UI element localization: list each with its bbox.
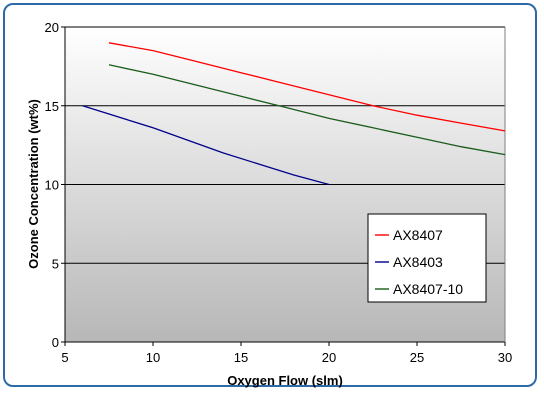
legend-label-ax8407: AX8407 — [393, 227, 443, 243]
y-tick-label-10: 10 — [45, 178, 59, 193]
x-tick-label-20: 20 — [322, 350, 336, 365]
x-axis-title: Oxygen Flow (slm) — [227, 373, 343, 388]
y-axis-title: Ozone Concentration (wt%) — [26, 99, 41, 269]
x-tick-label-25: 25 — [410, 350, 424, 365]
x-tick-label-30: 30 — [498, 350, 512, 365]
y-tick-label-5: 5 — [52, 256, 59, 271]
legend-label-ax8403: AX8403 — [393, 254, 443, 270]
legend-box — [367, 213, 487, 303]
series-lines — [82, 42, 506, 186]
y-tick-label-0: 0 — [52, 335, 59, 350]
y-tick-label-15: 15 — [45, 99, 59, 114]
y-tick-label-20: 20 — [45, 20, 59, 35]
x-tick-label-10: 10 — [146, 350, 160, 365]
series-line-ax8407 — [108, 42, 506, 132]
legend-label-ax8407-10: AX8407-10 — [393, 281, 463, 297]
grid-lines — [65, 26, 505, 264]
series-line-ax8407-10 — [108, 64, 506, 156]
legend: AX8407 AX8403 AX8407-10 — [367, 213, 487, 303]
series-line-ax8403 — [82, 105, 330, 186]
x-tick-label-5: 5 — [61, 350, 68, 365]
axes — [61, 26, 506, 346]
x-tick-label-15: 15 — [234, 350, 248, 365]
